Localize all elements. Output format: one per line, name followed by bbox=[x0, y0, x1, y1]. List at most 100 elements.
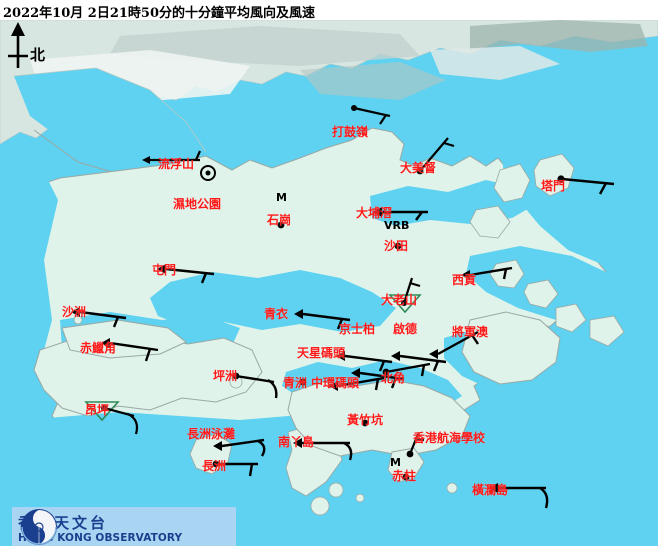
wind-barb-kai-tak bbox=[399, 354, 447, 372]
barb-arrowhead-tai-po-kau bbox=[373, 207, 382, 217]
wind-barb-cheung-chau bbox=[216, 462, 258, 477]
station-dot-hk-sea-school bbox=[406, 450, 414, 458]
barb-arrowhead-waglan bbox=[489, 483, 498, 493]
station-label-peng-chau: 坪洲 bbox=[213, 369, 238, 383]
wind-barb-tai-mei-tuk bbox=[419, 137, 455, 172]
barb-arrowhead-star-ferry bbox=[351, 368, 360, 378]
wind-barb-sha-chau bbox=[79, 310, 127, 328]
station-label-kai-tak: 啟德 bbox=[393, 322, 418, 336]
station-dot-wong-chuk-hang bbox=[361, 419, 369, 427]
gust-triangle-tates-cairn bbox=[388, 294, 422, 314]
logo-english-text: HONG KONG OBSERVATORY bbox=[18, 532, 183, 544]
station-label-lamma: 南丫島 bbox=[278, 435, 315, 449]
po-toi-islet bbox=[328, 482, 344, 498]
hong-kong-island bbox=[287, 379, 471, 457]
wind-barb-waglan bbox=[498, 486, 549, 509]
barb-arrowhead-tsing-yi bbox=[294, 309, 303, 319]
station-label-tai-po-kau: 大埔滘 bbox=[356, 206, 393, 220]
station-label-central-pier: 中環碼頭 bbox=[311, 376, 360, 390]
station-marker-stanley: M bbox=[390, 456, 401, 469]
station-label-tsing-yi: 青衣 bbox=[264, 307, 289, 321]
sai-kung-island-d bbox=[589, 315, 625, 347]
wind-barb-star-ferry bbox=[359, 371, 405, 389]
wind-barb-kings-park bbox=[344, 354, 393, 372]
mainland-texture-a bbox=[470, 20, 648, 52]
station-label-sai-kung: 西貢 bbox=[452, 273, 477, 287]
clear-water-bay-peninsula bbox=[461, 311, 561, 385]
station-label-lau-fau-shan: 流浮山 bbox=[158, 157, 195, 171]
west-harbour-water bbox=[150, 270, 396, 332]
barb-arrowhead-tuen-mun bbox=[157, 264, 166, 274]
station-label-sha-chau: 沙洲 bbox=[62, 305, 87, 319]
sha-chau-islet bbox=[73, 315, 83, 325]
map-graphics bbox=[0, 20, 658, 546]
station-target-wetland-park bbox=[200, 165, 216, 181]
barb-arrowhead-tseung-kwan-o bbox=[429, 349, 438, 359]
station-label-waglan: 橫瀾島 bbox=[472, 483, 509, 497]
waglan-islet bbox=[446, 482, 458, 494]
station-dot-shek-kong bbox=[277, 221, 285, 229]
station-dot-peng-chau bbox=[232, 372, 240, 380]
wind-barb-tuen-mun bbox=[165, 267, 215, 284]
station-label-chek-lap-kok: 赤鱲角 bbox=[80, 341, 117, 355]
north-label: 北 bbox=[30, 46, 46, 64]
station-label-wong-chuk-hang: 黃竹坑 bbox=[347, 413, 384, 427]
station-label-north-point: 北角 bbox=[381, 371, 406, 385]
wind-barb-north-point bbox=[385, 362, 431, 377]
mainland-texture-e bbox=[430, 46, 560, 80]
barb-arrowhead-sha-chau bbox=[71, 307, 80, 317]
station-label-sha-tin: 沙田 bbox=[384, 239, 409, 253]
station-label-cheung-chau-beach: 長洲泳灘 bbox=[187, 427, 236, 441]
gust-triangle-ngong-ping bbox=[84, 401, 120, 422]
hko-swirl-logo-icon bbox=[21, 509, 57, 545]
sai-kung-island-c bbox=[555, 303, 587, 333]
station-marker-sha-tin-vrb: VRB bbox=[384, 219, 410, 232]
station-dot-ta-kwu-ling bbox=[351, 105, 357, 111]
barb-arrowhead-lau-fau-shan bbox=[142, 156, 150, 164]
station-label-tai-mei-tuk: 大美督 bbox=[400, 161, 437, 175]
sai-kung-island-b bbox=[523, 279, 559, 309]
station-dot-ngong-ping bbox=[101, 405, 107, 411]
map-canvas: 北 打鼓嶺 流浮山 濕地公園 大美督 塔門 M 石崗 大埔滘 VRB 沙田 屯門… bbox=[0, 20, 658, 546]
station-label-tates-cairn: 大老山 bbox=[381, 293, 418, 307]
barb-arrowhead-cheung-chau-beach bbox=[213, 441, 222, 451]
wind-barb-chek-lap-kok bbox=[109, 341, 159, 362]
barb-arrowhead-sai-kung bbox=[461, 270, 470, 280]
north-arrow-icon bbox=[8, 22, 28, 68]
wind-barb-central-pier bbox=[337, 376, 385, 391]
station-label-tseung-kwan-o: 將軍澳 bbox=[452, 325, 489, 339]
station-dot-tai-mei-tuk bbox=[416, 167, 424, 175]
wind-barb-tai-po-kau bbox=[382, 210, 428, 221]
tap-mun-island bbox=[533, 153, 575, 197]
wind-barb-ta-kwu-ling bbox=[353, 106, 391, 125]
station-label-wetland-park: 濕地公園 bbox=[173, 197, 222, 211]
station-label-green-island: 青洲 bbox=[283, 376, 308, 390]
barb-arrowhead-kings-park bbox=[336, 351, 345, 361]
ne-island-b bbox=[469, 205, 511, 239]
page-title: 2022年10月 2日21時50分的十分鐘平均風向及風速 bbox=[3, 6, 316, 21]
station-label-tuen-mun: 屯門 bbox=[152, 263, 177, 277]
station-marker-shek-kong: M bbox=[276, 191, 287, 204]
wind-barb-sai-kung bbox=[469, 266, 513, 280]
wind-barb-tseung-kwan-o bbox=[437, 330, 479, 356]
station-label-ngong-ping: 昂坪 bbox=[85, 403, 110, 417]
west-sea-water bbox=[0, 164, 58, 440]
station-dot-tates-cairn bbox=[401, 300, 407, 306]
deep-bay-water bbox=[14, 68, 206, 170]
ne-island-a bbox=[493, 163, 531, 203]
station-dot-green-island bbox=[299, 378, 307, 386]
wind-barb-hk-sea-school bbox=[408, 433, 425, 455]
wind-barb-lamma bbox=[302, 441, 353, 461]
station-label-stanley: 赤柱 bbox=[392, 469, 417, 483]
station-dot-tap-mun bbox=[557, 175, 565, 183]
station-label-shek-kong: 石崗 bbox=[267, 213, 292, 227]
station-label-ta-kwu-ling: 打鼓嶺 bbox=[332, 125, 369, 139]
station-label-star-ferry: 天星碼頭 bbox=[297, 346, 346, 360]
mainland-texture-d bbox=[300, 62, 446, 100]
deep-bay-shore bbox=[13, 67, 207, 153]
station-dot-cheung-chau bbox=[212, 460, 220, 468]
title-bar: 2022年10月 2日21時50分的十分鐘平均風向及風速 bbox=[0, 0, 658, 21]
wind-barb-cheung-chau-beach bbox=[221, 438, 266, 457]
wind-barb-lau-fau-shan bbox=[150, 150, 202, 162]
